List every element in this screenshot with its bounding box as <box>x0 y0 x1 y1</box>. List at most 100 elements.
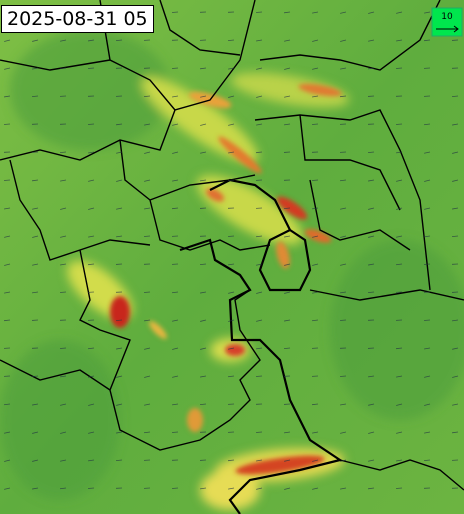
wind-arrow <box>284 459 291 462</box>
wind-arrow <box>228 151 235 154</box>
wind-arrow <box>144 123 151 126</box>
wind-arrow <box>172 123 179 126</box>
wind-arrow <box>312 39 319 42</box>
wind-arrow <box>227 375 235 378</box>
wind-arrow <box>423 123 431 126</box>
wind-arrow <box>32 39 39 42</box>
wind-arrow <box>88 403 95 406</box>
wind-arrow <box>199 263 207 265</box>
wind-arrow <box>368 431 375 434</box>
wind-arrow <box>368 459 375 462</box>
wind-arrow <box>172 403 179 406</box>
wind-arrow <box>256 263 263 266</box>
wind-arrow <box>172 319 179 322</box>
wind-arrow <box>311 319 319 322</box>
wind-arrow <box>115 319 123 321</box>
wind-arrow <box>367 151 375 153</box>
wind-arrow <box>340 11 347 14</box>
wind-arrow <box>227 459 235 462</box>
hot-spots <box>110 83 342 475</box>
wind-arrow <box>256 459 263 462</box>
wind-arrow <box>396 459 403 462</box>
wind-arrow <box>144 207 151 210</box>
wind-arrow <box>88 375 95 378</box>
wind-arrow <box>88 151 95 154</box>
wind-arrow <box>4 207 11 210</box>
wind-arrow <box>452 403 459 406</box>
wind-arrow <box>451 95 459 97</box>
field-shading <box>0 30 464 510</box>
wind-arrow <box>396 403 403 406</box>
wind-arrow <box>116 179 123 182</box>
wind-arrow <box>116 403 123 406</box>
wind-arrow <box>227 179 235 181</box>
wind-arrow <box>144 151 151 154</box>
wind-arrow <box>200 179 207 182</box>
wind-arrow <box>59 487 67 490</box>
wind-arrow <box>340 403 347 406</box>
wind-arrow <box>284 95 291 98</box>
wind-arrow <box>228 67 235 70</box>
wind-arrow <box>396 235 403 238</box>
wind-arrow <box>368 263 375 266</box>
wind-arrow <box>368 11 375 14</box>
wind-arrow <box>396 39 403 42</box>
wind-arrow <box>32 207 39 210</box>
wind-arrow <box>256 487 263 490</box>
wind-arrow <box>60 179 67 182</box>
wind-arrow <box>228 487 235 490</box>
wind-arrow <box>60 207 67 210</box>
wind-arrow <box>284 487 291 490</box>
wind-arrow <box>424 403 431 406</box>
wind-arrow <box>368 179 375 182</box>
wind-arrow <box>31 95 39 98</box>
wind-arrow <box>200 347 207 350</box>
wind-arrow <box>312 67 319 70</box>
wind-arrow <box>424 11 431 14</box>
wind-arrow <box>312 291 319 294</box>
wind-arrow <box>424 179 431 182</box>
wind-arrow <box>88 179 95 182</box>
wind-arrow <box>396 151 403 154</box>
wind-arrow <box>88 207 95 210</box>
wind-arrow <box>60 235 67 238</box>
wind-arrow <box>200 123 207 126</box>
wind-arrow <box>32 263 39 266</box>
wind-arrow <box>171 207 179 210</box>
wind-arrow <box>4 291 11 294</box>
wind-arrow <box>255 431 263 433</box>
wind-arrow <box>200 487 207 490</box>
wind-arrow <box>88 459 95 462</box>
wind-arrow <box>144 319 151 322</box>
wind-arrow <box>255 11 263 13</box>
wind-arrow <box>228 123 235 126</box>
wind-arrow <box>312 11 319 14</box>
wind-arrow <box>32 459 39 462</box>
wind-arrow <box>395 67 403 69</box>
wind-arrow <box>255 151 263 154</box>
wind-arrow <box>228 347 235 350</box>
wind-arrow <box>144 375 151 378</box>
wind-arrow <box>116 123 123 126</box>
wind-arrow <box>452 123 459 126</box>
wind-arrow <box>32 487 39 490</box>
wind-arrow <box>312 263 319 266</box>
wind-arrow <box>144 179 151 182</box>
wind-arrow <box>115 459 123 461</box>
wind-arrow <box>228 319 235 322</box>
wind-arrow <box>452 347 459 350</box>
wind-arrow <box>172 179 179 182</box>
wind-arrow <box>4 39 11 42</box>
wind-arrow <box>87 263 95 266</box>
wind-arrow <box>228 95 235 98</box>
wind-arrow <box>3 319 11 322</box>
wind-arrow <box>256 39 263 42</box>
wind-arrow <box>284 235 291 238</box>
wind-arrow <box>340 431 347 434</box>
wind-arrow <box>4 431 11 434</box>
wind-arrow <box>256 291 263 294</box>
wind-arrow <box>143 431 151 434</box>
wind-arrow <box>396 179 403 182</box>
wind-arrow <box>200 319 207 322</box>
